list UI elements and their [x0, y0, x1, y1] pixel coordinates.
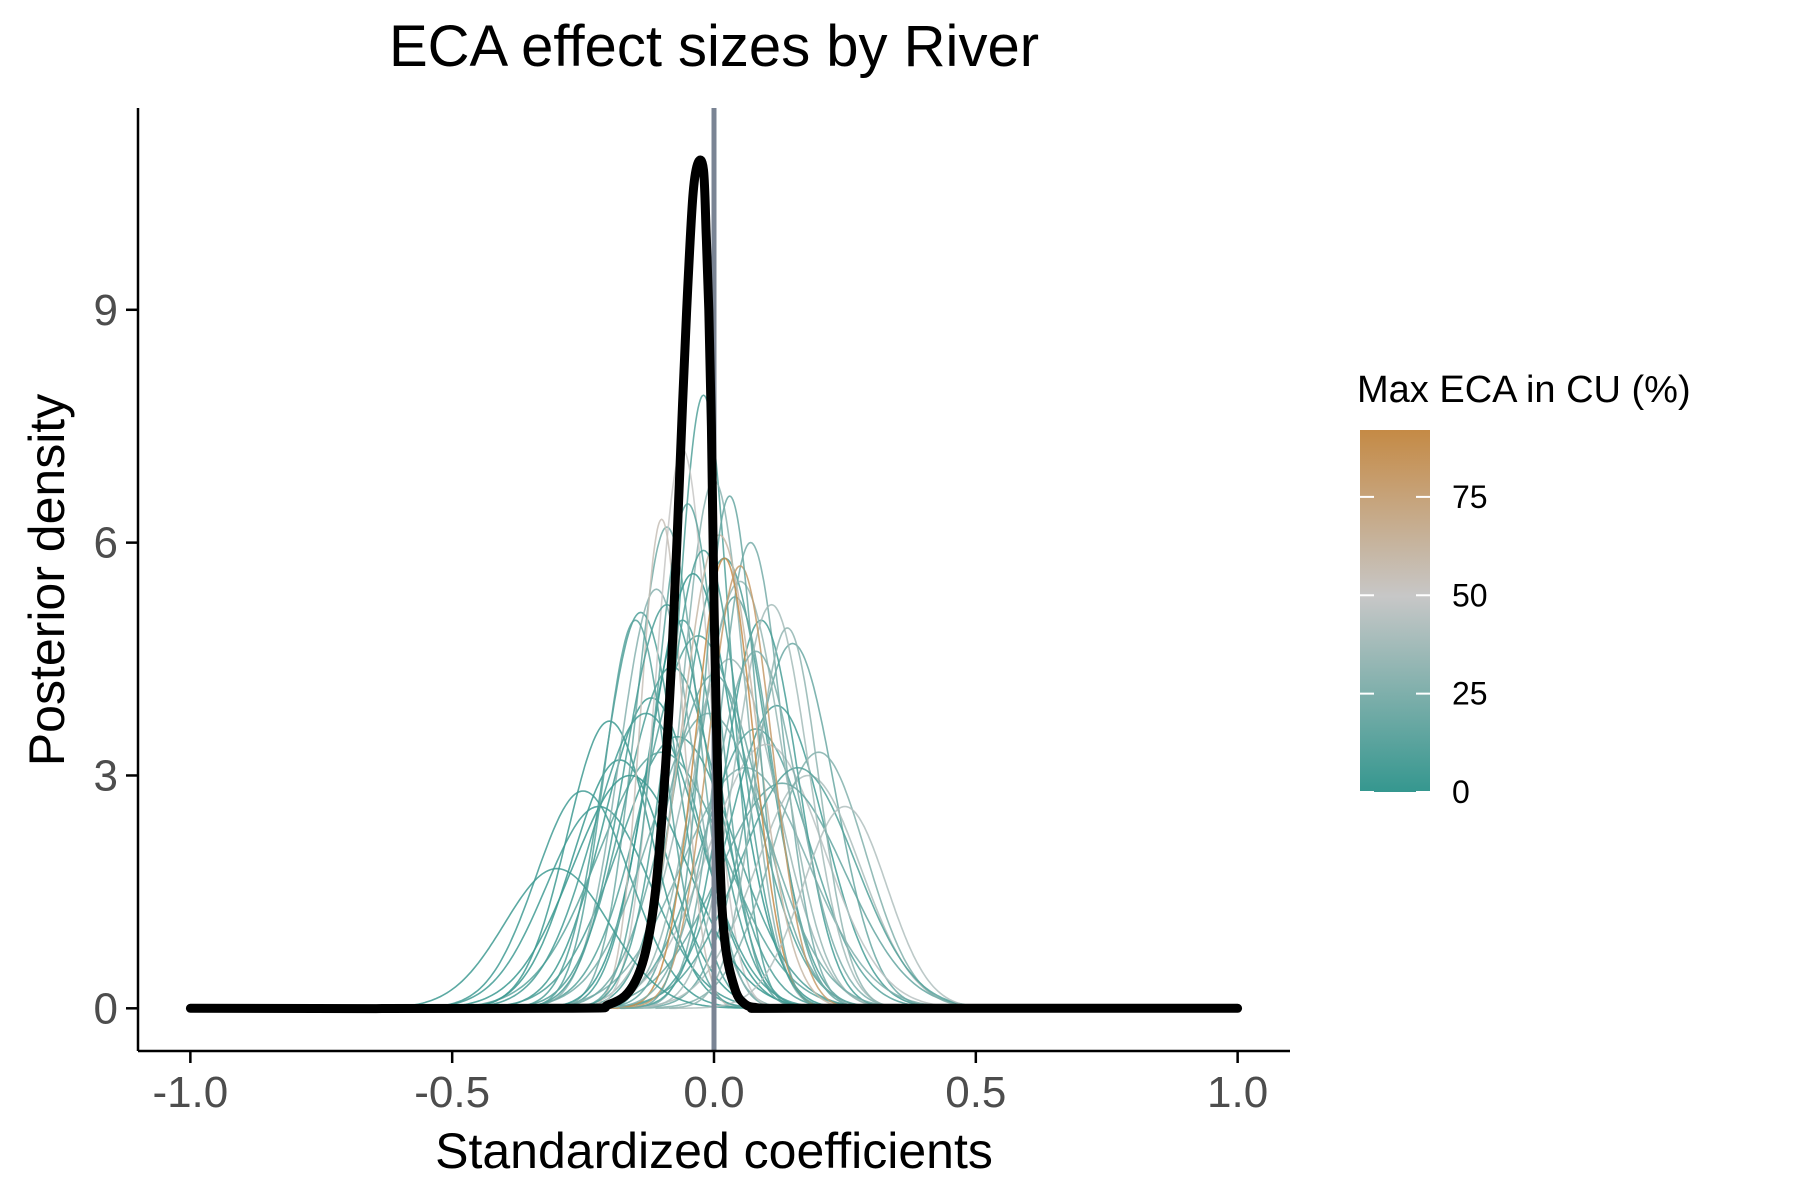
- river-density-curve: [619, 495, 840, 1009]
- x-tick-label: 0.0: [683, 1068, 744, 1117]
- colorbar-tick-label: 50: [1452, 577, 1488, 613]
- x-tick-label: 1.0: [1207, 1068, 1268, 1117]
- x-axis-label: Standardized coefficients: [435, 1123, 993, 1179]
- y-tick-label: 0: [94, 984, 118, 1033]
- river-density-curve: [517, 572, 869, 1009]
- legend-title: Max ECA in CU (%): [1357, 369, 1691, 411]
- colorbar-tick-label: 25: [1452, 676, 1488, 712]
- river-density-curve: [466, 712, 951, 1010]
- river-density-curve: [490, 603, 843, 1010]
- river-density-curve: [608, 565, 873, 1009]
- x-tick-label: -0.5: [414, 1068, 490, 1117]
- river-density-curve: [578, 704, 975, 1010]
- y-axis-ticks: 0 3 6 9: [94, 286, 138, 1033]
- river-density-curve: [503, 619, 768, 1010]
- plot-area: [185, 108, 1243, 1051]
- y-tick-label: 6: [94, 519, 118, 568]
- y-tick-label: 9: [94, 286, 118, 335]
- colorbar-ticks: 0 25 50 75: [1360, 479, 1488, 810]
- axes: -1.0 -0.5 0.0 0.5 1.0 0 3 6 9: [94, 108, 1290, 1117]
- x-tick-label: 0.5: [945, 1068, 1006, 1117]
- colorbar-tick-label: 0: [1452, 774, 1470, 810]
- chart-title: ECA effect sizes by River: [389, 14, 1039, 79]
- x-tick-label: -1.0: [152, 1068, 228, 1117]
- y-tick-label: 3: [94, 751, 118, 800]
- river-density-curve: [579, 650, 932, 1010]
- x-axis-ticks: -1.0 -0.5 0.0 0.5 1.0: [152, 1051, 1268, 1117]
- river-density-curve: [555, 502, 820, 1009]
- colorbar: [1360, 430, 1430, 792]
- river-density-curve: [534, 526, 799, 1009]
- river-density-curve: [616, 642, 969, 1010]
- colorbar-tick-label: 75: [1452, 479, 1488, 515]
- river-density-curve: [397, 751, 926, 1010]
- river-density-curve: [426, 712, 866, 1010]
- color-legend: Max ECA in CU (%) 0 25 50 75: [1357, 369, 1691, 810]
- overall-density-curve: [185, 155, 1243, 1014]
- river-density-curve: [655, 627, 920, 1010]
- y-axis-label: Posterior density: [19, 394, 75, 766]
- river-density-curve: [620, 751, 1017, 1010]
- river-density-curves: [337, 394, 1046, 1010]
- river-density-curve: [549, 549, 858, 1009]
